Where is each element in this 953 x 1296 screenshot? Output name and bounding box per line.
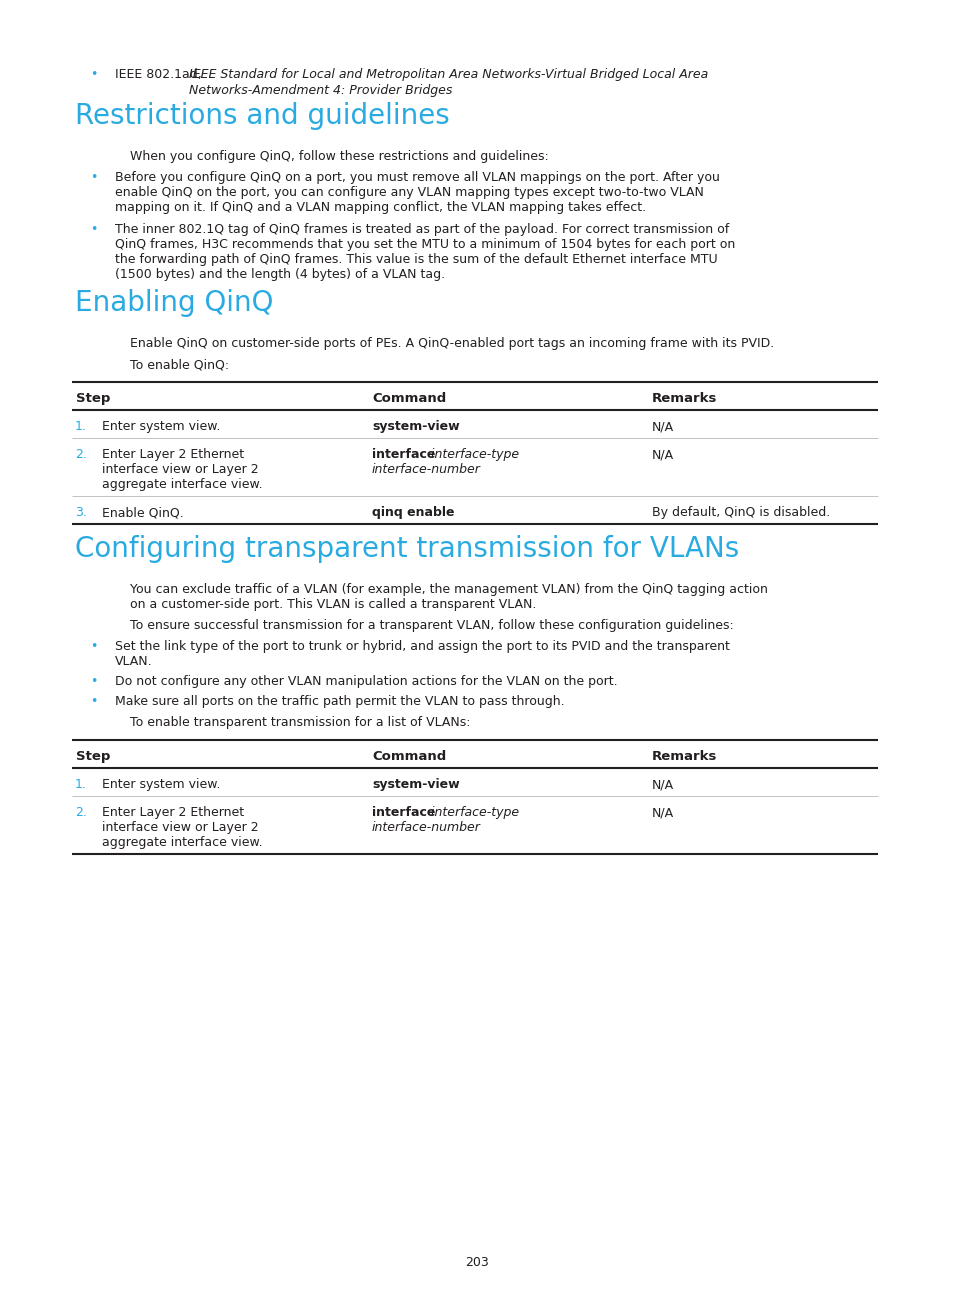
Text: Step: Step xyxy=(76,391,111,404)
Text: When you configure QinQ, follow these restrictions and guidelines:: When you configure QinQ, follow these re… xyxy=(130,150,548,163)
Text: 203: 203 xyxy=(465,1256,488,1269)
Text: system-view: system-view xyxy=(372,420,459,433)
Text: To enable QinQ:: To enable QinQ: xyxy=(130,358,229,371)
Text: Do not configure any other VLAN manipulation actions for the VLAN on the port.: Do not configure any other VLAN manipula… xyxy=(115,675,617,688)
Text: Make sure all ports on the traffic path permit the VLAN to pass through.: Make sure all ports on the traffic path … xyxy=(115,695,564,708)
Text: Remarks: Remarks xyxy=(651,391,717,404)
Text: interface-number: interface-number xyxy=(372,820,480,835)
Text: Enabling QinQ: Enabling QinQ xyxy=(75,289,274,318)
Text: •: • xyxy=(90,640,97,653)
Text: Enter system view.: Enter system view. xyxy=(102,420,220,433)
Text: By default, QinQ is disabled.: By default, QinQ is disabled. xyxy=(651,505,829,518)
Text: Set the link type of the port to trunk or hybrid, and assign the port to its PVI: Set the link type of the port to trunk o… xyxy=(115,640,729,653)
Text: aggregate interface view.: aggregate interface view. xyxy=(102,478,262,491)
Text: interface: interface xyxy=(372,448,435,461)
Text: interface view or Layer 2: interface view or Layer 2 xyxy=(102,820,258,835)
Text: N/A: N/A xyxy=(651,420,674,433)
Text: Enter Layer 2 Ethernet: Enter Layer 2 Ethernet xyxy=(102,806,244,819)
Text: on a customer-side port. This VLAN is called a transparent VLAN.: on a customer-side port. This VLAN is ca… xyxy=(130,597,536,610)
Text: Enable QinQ.: Enable QinQ. xyxy=(102,505,184,518)
Text: Restrictions and guidelines: Restrictions and guidelines xyxy=(75,102,449,130)
Text: system-view: system-view xyxy=(372,778,459,791)
Text: N/A: N/A xyxy=(651,806,674,819)
Text: 2.: 2. xyxy=(75,448,87,461)
Text: the forwarding path of QinQ frames. This value is the sum of the default Etherne: the forwarding path of QinQ frames. This… xyxy=(115,253,717,266)
Text: •: • xyxy=(90,171,97,184)
Text: •: • xyxy=(90,675,97,688)
Text: Networks-Amendment 4: Provider Bridges: Networks-Amendment 4: Provider Bridges xyxy=(189,84,452,97)
Text: Enable QinQ on customer-side ports of PEs. A QinQ-enabled port tags an incoming : Enable QinQ on customer-side ports of PE… xyxy=(130,337,774,350)
Text: N/A: N/A xyxy=(651,448,674,461)
Text: •: • xyxy=(90,695,97,708)
Text: Command: Command xyxy=(372,750,446,763)
Text: interface-number: interface-number xyxy=(372,463,480,476)
Text: N/A: N/A xyxy=(651,778,674,791)
Text: Enter system view.: Enter system view. xyxy=(102,778,220,791)
Text: The inner 802.1Q tag of QinQ frames is treated as part of the payload. For corre: The inner 802.1Q tag of QinQ frames is t… xyxy=(115,223,728,236)
Text: 3.: 3. xyxy=(75,505,87,518)
Text: •: • xyxy=(90,67,97,80)
Text: IEEE Standard for Local and Metropolitan Area Networks-Virtual Bridged Local Are: IEEE Standard for Local and Metropolitan… xyxy=(189,67,707,80)
Text: QinQ frames, H3C recommends that you set the MTU to a minimum of 1504 bytes for : QinQ frames, H3C recommends that you set… xyxy=(115,238,735,251)
Text: Step: Step xyxy=(76,750,111,763)
Text: (1500 bytes) and the length (4 bytes) of a VLAN tag.: (1500 bytes) and the length (4 bytes) of… xyxy=(115,268,445,281)
Text: Remarks: Remarks xyxy=(651,750,717,763)
Text: interface-type: interface-type xyxy=(427,448,518,461)
Text: enable QinQ on the port, you can configure any VLAN mapping types except two-to-: enable QinQ on the port, you can configu… xyxy=(115,187,703,200)
Text: qinq enable: qinq enable xyxy=(372,505,454,518)
Text: mapping on it. If QinQ and a VLAN mapping conflict, the VLAN mapping takes effec: mapping on it. If QinQ and a VLAN mappin… xyxy=(115,201,645,214)
Text: Configuring transparent transmission for VLANs: Configuring transparent transmission for… xyxy=(75,535,739,562)
Text: Enter Layer 2 Ethernet: Enter Layer 2 Ethernet xyxy=(102,448,244,461)
Text: interface: interface xyxy=(372,806,435,819)
Text: 1.: 1. xyxy=(75,778,87,791)
Text: interface-type: interface-type xyxy=(427,806,518,819)
Text: VLAN.: VLAN. xyxy=(115,654,152,667)
Text: Before you configure QinQ on a port, you must remove all VLAN mappings on the po: Before you configure QinQ on a port, you… xyxy=(115,171,720,184)
Text: IEEE 802.1ad,: IEEE 802.1ad, xyxy=(115,67,206,80)
Text: aggregate interface view.: aggregate interface view. xyxy=(102,836,262,849)
Text: You can exclude traffic of a VLAN (for example, the management VLAN) from the Qi: You can exclude traffic of a VLAN (for e… xyxy=(130,583,767,596)
Text: 2.: 2. xyxy=(75,806,87,819)
Text: interface view or Layer 2: interface view or Layer 2 xyxy=(102,463,258,476)
Text: To ensure successful transmission for a transparent VLAN, follow these configura: To ensure successful transmission for a … xyxy=(130,619,733,632)
Text: 1.: 1. xyxy=(75,420,87,433)
Text: •: • xyxy=(90,223,97,236)
Text: Command: Command xyxy=(372,391,446,404)
Text: To enable transparent transmission for a list of VLANs:: To enable transparent transmission for a… xyxy=(130,715,470,728)
